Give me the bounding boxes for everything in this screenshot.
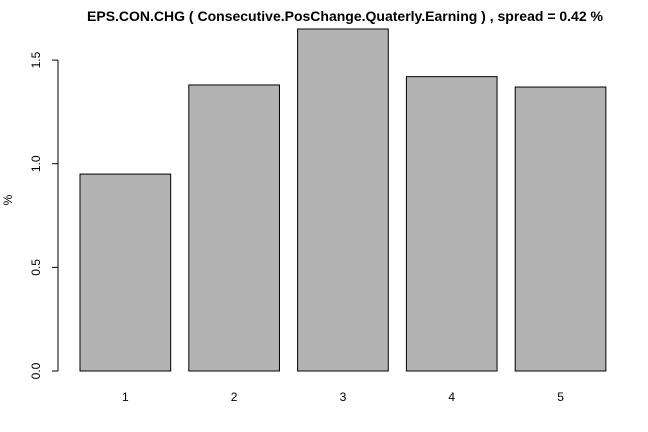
x-tick-label: 2: [231, 390, 238, 404]
y-axis-label: %: [1, 194, 15, 205]
y-tick-label: 0.0: [29, 362, 43, 379]
y-tick-label: 0.5: [29, 259, 43, 276]
chart-title: EPS.CON.CHG ( Consecutive.PosChange.Quat…: [87, 8, 603, 24]
bars-group: [79, 28, 607, 372]
x-tick-label: 5: [557, 390, 564, 404]
y-axis: 0.0 0.5 1.0 1.5: [29, 51, 59, 379]
bar: [79, 173, 172, 372]
x-tick-label: 4: [448, 390, 455, 404]
x-tick-label: 1: [122, 390, 129, 404]
x-tick-label: 3: [340, 390, 347, 404]
bar: [514, 86, 607, 372]
y-tick-label: 1.5: [29, 51, 43, 68]
bar: [188, 84, 280, 372]
x-axis-labels: 1 2 3 4 5: [122, 390, 564, 404]
bar: [405, 76, 498, 372]
bar: [297, 28, 389, 372]
y-tick-label: 1.0: [29, 155, 43, 172]
